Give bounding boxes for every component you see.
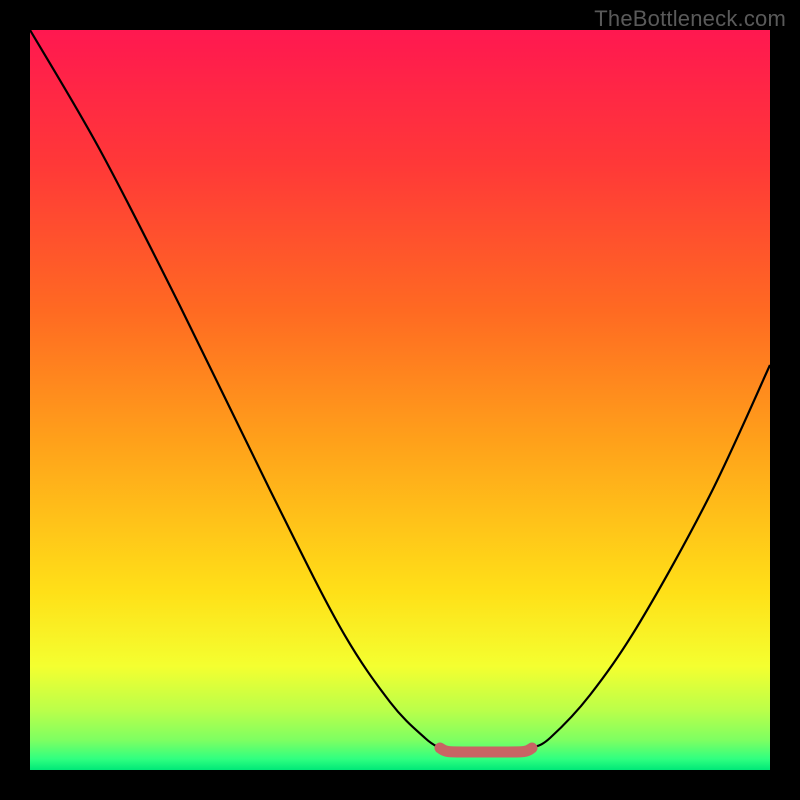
chart-container: TheBottleneck.com (0, 0, 800, 800)
plot-frame (30, 30, 770, 770)
bottleneck-curve (30, 30, 770, 752)
watermark-text: TheBottleneck.com (594, 6, 786, 32)
optimal-flat-segment (440, 748, 532, 752)
curve-layer (30, 30, 770, 770)
